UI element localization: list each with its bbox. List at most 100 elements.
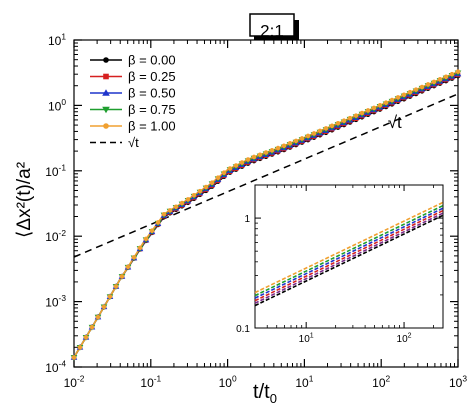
y-tick-label: 100 [48,97,66,113]
data-point [317,128,323,134]
data-point [335,120,341,126]
data-point [359,110,365,116]
inset-series-line-1 [254,212,444,304]
sqrt-t-line [73,93,459,258]
inset-plot-area: 101 102 0.1 1 [236,184,444,346]
legend: β = 0.00β = 0.25 β = 0.50β = 0.75 β = 1.00… [90,53,176,150]
data-point [197,188,203,194]
data-point [323,126,329,131]
y-tick-label: 10-1 [45,162,66,178]
data-point [71,355,77,360]
data-point [173,204,179,210]
data-point [215,175,221,181]
data-point [137,245,143,251]
data-point [155,220,161,225]
legend-label: √t [128,135,139,150]
data-point [383,100,389,106]
data-point [209,180,215,186]
data-point [221,170,227,175]
y-tick-label: 101 [48,32,66,48]
data-point [89,324,95,330]
data-point [425,82,431,87]
x-axis-title: t/t0 [253,381,277,406]
legend-label: β = 0.75 [128,102,176,117]
data-point [287,141,293,146]
data-point [227,166,233,171]
data-point [101,304,107,310]
data-point [95,314,101,320]
inset-y-tick-label: 1 [244,214,250,225]
data-point [413,87,419,92]
data-point [437,77,443,82]
data-point [257,152,263,158]
x-tick-label: 102 [372,374,390,390]
data-point [281,143,287,149]
data-point [119,274,125,279]
inset-series-line-3 [254,207,444,299]
data-point [347,115,353,121]
data-point [179,200,185,206]
data-point [251,154,257,160]
y-tick-label: 10-3 [45,293,66,309]
data-point [185,197,191,202]
data-point [102,106,110,114]
inset-frame [254,184,444,329]
data-point [371,105,377,111]
panel-label-box: 2:1 [249,13,299,41]
data-point [275,145,281,151]
data-point [149,228,155,233]
data-point [239,160,245,165]
inset-y-tick-label: 0.1 [236,324,250,335]
data-point [299,136,305,141]
data-point [131,255,137,260]
data-point [263,150,269,155]
data-point [449,71,455,77]
data-point [233,163,239,168]
data-point [269,148,275,153]
plot-frame [73,39,459,368]
inset-x-tick-label: 101 [299,333,314,346]
data-point [161,211,167,217]
annotation-label: √t [388,113,402,132]
main-plot-area: 10-2 10-1 100 101 102 103 10-4 10-3 10-2 10-1 100 1… [45,32,467,390]
data-point [191,193,197,198]
x-tick-label: 103 [449,374,467,390]
series-line-4 [73,70,459,358]
data-point [113,284,119,289]
legend-label: β = 0.00 [128,53,176,68]
data-point [353,113,359,118]
data-point [103,123,109,129]
data-point [107,294,113,299]
y-tick-label: 10-2 [45,228,66,244]
data-point [431,79,437,85]
legend-label: β = 0.50 [128,86,176,101]
inset-series-line-4 [254,204,444,297]
data-point [329,123,335,129]
inset-series-line-2 [254,209,444,302]
data-point [455,69,461,74]
data-point [407,89,413,95]
data-point [167,208,173,213]
legend-label: β = 1.00 [128,119,176,134]
data-point [77,345,83,350]
data-point [143,236,149,242]
x-tick-label: 101 [295,374,313,390]
data-point [103,57,109,63]
data-point [83,334,89,340]
data-point [311,131,317,136]
inset-series-line-0 [254,214,444,307]
data-point [293,138,299,144]
x-tick-label: 10-1 [140,374,161,390]
data-point [395,95,401,100]
data-point [377,103,383,108]
panel-label: 2:1 [260,22,284,41]
data-point [125,264,131,270]
data-point [102,89,110,96]
data-point [341,118,347,124]
data-point [401,92,407,98]
inset-series-line-5 [254,201,444,294]
x-tick-label: 100 [219,374,237,390]
x-tick-label: 10-2 [64,374,85,390]
data-point [203,184,209,190]
